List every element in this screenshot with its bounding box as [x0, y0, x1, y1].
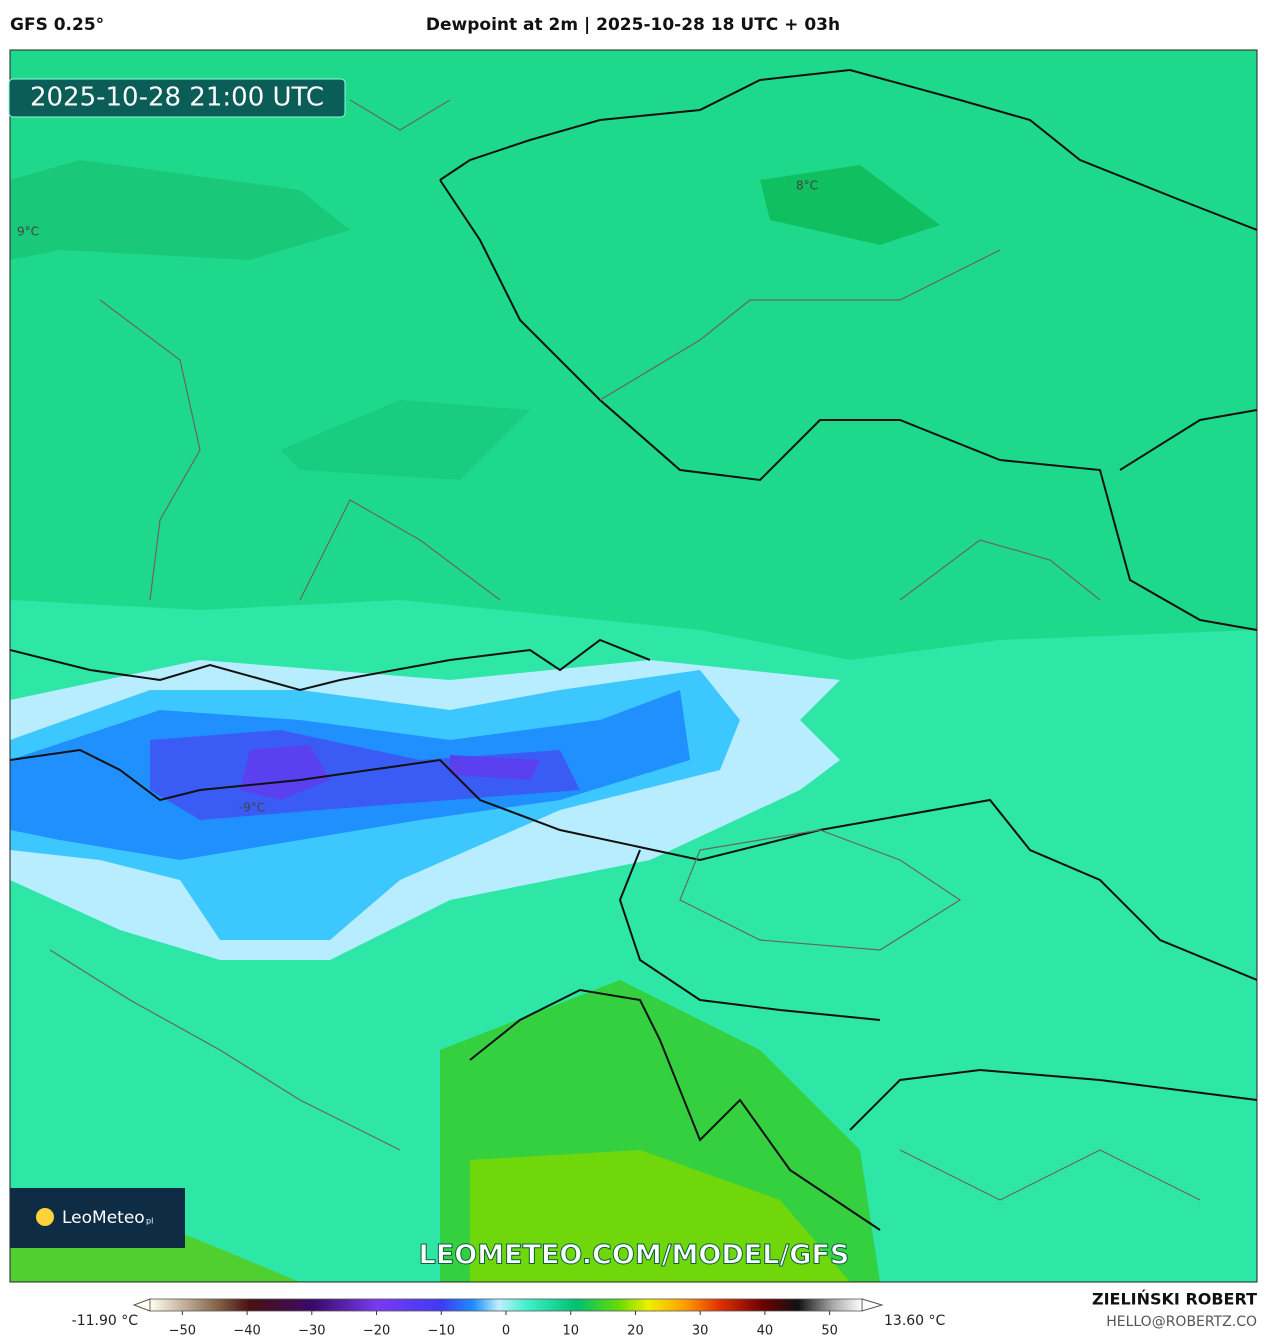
field-zone	[10, 160, 350, 260]
admin-border	[49, 99, 1201, 1201]
timestamp-box	[8, 78, 346, 118]
email: HELLO@ROBERTZ.CO	[1106, 1314, 1257, 1330]
colorbar-tick-label: 40	[757, 1324, 774, 1338]
colorbar-tick-label: 0	[502, 1324, 510, 1338]
map	[10, 50, 1257, 1282]
watermark: LEOMETEO.COM/MODEL/GFS	[419, 1240, 850, 1271]
colorbar-tick-label: −10	[428, 1324, 455, 1338]
model-label: GFS 0.25°	[10, 15, 104, 35]
colorbar-tick-label: −20	[363, 1324, 390, 1338]
colorbar-min: -11.90 °C	[72, 1313, 139, 1329]
logo-suffix: pl	[146, 1217, 153, 1226]
contour-label: -9°C	[239, 801, 265, 815]
map-title: Dewpoint at 2m | 2025-10-28 18 UTC + 03h	[426, 15, 840, 35]
colorbar-tick-label: −30	[298, 1324, 325, 1338]
colorbar-max: 13.60 °C	[884, 1313, 946, 1329]
colorbar: −50 −40 −30 −20 −10 0 10 20 30 40 50 -11.90 °C 13.60…	[72, 1298, 946, 1338]
logo-sun	[36, 1208, 54, 1226]
border	[10, 68, 1257, 1231]
map-frame	[9, 49, 1258, 1283]
colorbar-tick-label: 30	[692, 1324, 709, 1338]
field-zone	[280, 400, 530, 480]
field-zone	[240, 745, 540, 800]
contour-label: 8°C	[796, 179, 818, 193]
field-zone	[470, 1150, 850, 1282]
colorbar-tick-label: −50	[169, 1324, 196, 1338]
colorbar-tick-label: 10	[562, 1324, 579, 1338]
colorbar-end	[132, 1298, 151, 1312]
colorbar-tick-label: 20	[627, 1324, 644, 1338]
field-zone	[760, 165, 940, 245]
colorbar-end	[861, 1298, 884, 1312]
colorbar-tick-label: −40	[233, 1324, 260, 1338]
colorbar-tick-label: 50	[821, 1324, 838, 1338]
colorbar-body	[149, 1298, 863, 1312]
timestamp: 2025-10-28 21:00 UTC	[30, 83, 324, 113]
logo: LeoMeteo	[62, 1208, 145, 1228]
contour-label: 9°C	[17, 225, 39, 239]
author: ZIELIŃSKI ROBERT	[1092, 1290, 1257, 1309]
